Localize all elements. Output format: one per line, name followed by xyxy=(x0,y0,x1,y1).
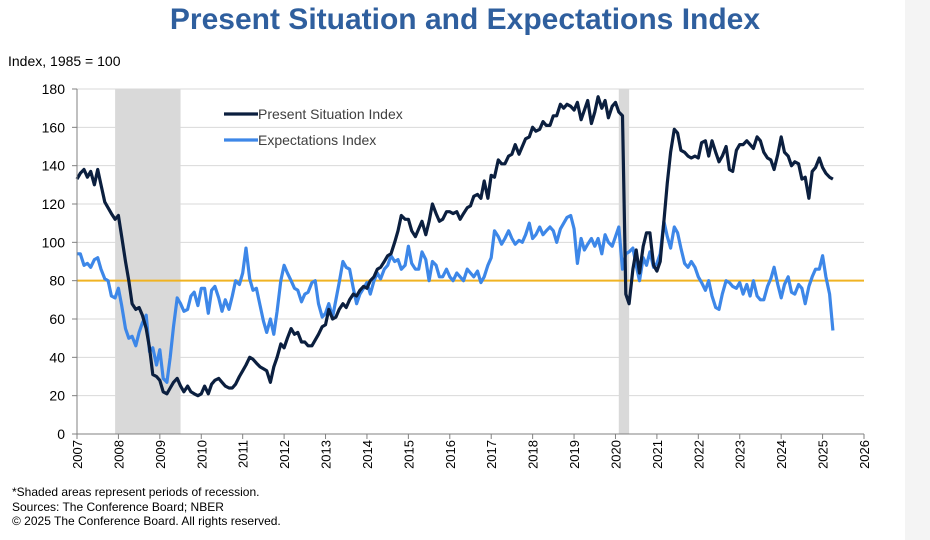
x-tick-label: 2019 xyxy=(567,440,582,469)
x-tick-label: 2008 xyxy=(111,440,126,469)
x-tick-label: 2015 xyxy=(401,440,416,469)
x-tick-label: 2022 xyxy=(691,440,706,469)
x-tick-label: 2011 xyxy=(236,440,251,468)
footnote-recession: *Shaded areas represent periods of reces… xyxy=(12,485,260,499)
x-tick-label: 2012 xyxy=(277,440,292,469)
y-tick-label: 140 xyxy=(42,158,66,174)
x-tick-label: 2021 xyxy=(650,440,665,469)
series-lines xyxy=(75,95,835,398)
y-tick-label: 20 xyxy=(49,388,65,404)
y-tick-labels: 0 20 40 60 80 100 120 140 160 180 xyxy=(42,81,77,442)
x-tick-label: 2017 xyxy=(484,440,499,469)
x-tick-label: 2023 xyxy=(733,440,748,469)
x-tick-label: 2010 xyxy=(194,440,209,469)
y-axis-label: Index, 1985 = 100 xyxy=(8,53,121,69)
axes xyxy=(76,89,864,435)
y-tick-label: 160 xyxy=(42,119,66,135)
y-tick-label: 80 xyxy=(49,273,65,289)
chart-title: Present Situation and Expectations Index xyxy=(169,3,761,36)
y-tick-label: 180 xyxy=(42,81,66,97)
x-tick-label: 2013 xyxy=(319,440,334,469)
footnotes: *Shaded areas represent periods of reces… xyxy=(12,485,281,529)
x-tick-label: 2007 xyxy=(70,440,85,469)
legend-label-1: Expectations Index xyxy=(258,132,376,148)
y-tick-label: 60 xyxy=(49,311,65,327)
series-line-present-situation-index xyxy=(75,95,834,398)
x-tick-label: 2018 xyxy=(526,440,541,469)
x-tick-label: 2014 xyxy=(360,440,375,469)
window-edge xyxy=(905,0,930,540)
x-tick-label: 2026 xyxy=(857,440,872,469)
y-tick-label: 0 xyxy=(57,426,65,442)
x-tick-labels: 2007 2008 2009 2010 2011 2012 2013 2014 2015 2016… xyxy=(70,434,872,469)
x-tick-label: 2020 xyxy=(608,440,623,469)
y-tick-label: 100 xyxy=(42,234,66,250)
legend: Present Situation Index Expectations Inde… xyxy=(224,106,403,148)
gridlines xyxy=(77,88,864,397)
y-tick-label: 120 xyxy=(42,196,66,212)
series-line-expectations-index xyxy=(77,213,835,384)
footnote-copyright: © 2025 The Conference Board. All rights … xyxy=(12,514,281,528)
x-tick-label: 2016 xyxy=(443,440,458,469)
footnote-sources: Sources: The Conference Board; NBER xyxy=(12,499,224,514)
x-tick-label: 2025 xyxy=(816,440,831,469)
x-tick-label: 2009 xyxy=(153,440,168,469)
legend-label-0: Present Situation Index xyxy=(258,106,403,122)
x-tick-label: 2024 xyxy=(774,440,789,469)
y-tick-label: 40 xyxy=(49,349,65,365)
